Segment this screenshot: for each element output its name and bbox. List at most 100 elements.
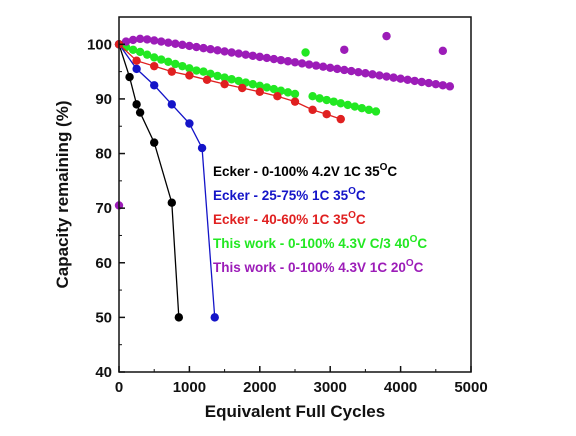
data-point [199,43,208,53]
data-point [445,82,455,91]
legend-entry: This work - 0-100% 4.3V C/3 40OC [213,234,427,251]
legend-degree: O [348,210,356,221]
data-point [364,105,374,115]
data-point [350,102,360,111]
data-point [290,58,300,67]
data-point [197,143,207,153]
data-point [396,74,405,83]
x-tick-label: 3000 [314,379,347,396]
data-point [375,71,384,80]
data-point [382,72,391,81]
data-point [273,91,282,101]
x-tick-label: 5000 [454,379,487,396]
data-point [135,47,145,57]
data-point [333,64,342,74]
data-point [438,81,448,90]
legend-unit: C [417,236,427,251]
data-marks [114,31,455,322]
legend-label: This work - 0-100% 4.3V C/3 40 [213,236,410,251]
data-point [227,75,236,84]
data-point [167,198,176,207]
data-point [382,31,391,41]
data-point [220,79,229,89]
data-point [125,72,134,82]
data-point [340,45,349,54]
data-point [150,81,159,90]
data-point [357,104,367,113]
data-point [220,47,229,56]
y-axis-title: Capacity remaining (%) [53,101,72,289]
data-point [171,59,180,69]
data-point [167,67,176,76]
legend-degree: O [380,162,388,173]
data-point [269,84,279,94]
legend-degree: O [406,258,414,269]
y-tick-label: 40 [95,364,112,381]
data-point [178,61,187,71]
legend-unit: C [356,212,366,227]
data-point [368,70,377,79]
data-point [297,59,307,68]
x-axis-title: Equivalent Full Cycles [205,402,385,421]
data-point [234,49,243,58]
data-point [157,55,166,64]
data-point [329,97,338,106]
data-point [192,66,201,75]
data-point [262,53,272,63]
legend-unit: C [414,260,424,275]
data-point [336,99,345,108]
data-point [301,48,310,57]
data-point [315,94,324,103]
data-point [322,110,331,119]
data-point [213,71,222,81]
data-point [241,50,250,59]
data-point [354,67,363,77]
data-point [185,119,194,128]
data-point [431,79,440,89]
data-point [164,38,173,47]
data-point [206,45,215,54]
series-4 [114,31,455,210]
y-tick-label: 80 [95,146,112,163]
data-point [308,105,317,115]
legend-degree: O [410,234,418,245]
y-tick-label: 50 [95,309,112,326]
data-point [132,56,141,65]
x-tick-label: 0 [115,379,123,396]
data-point [132,100,141,109]
data-point [202,75,212,85]
data-point [185,64,194,73]
data-point [199,67,208,76]
data-point [255,87,264,97]
data-point [417,77,426,87]
legend-entry: Ecker - 25-75% 1C 35OC [213,186,366,203]
data-point [371,107,381,116]
data-point [283,57,293,66]
data-point [262,83,272,92]
axes: 0 1000 2000 3000 4000 5000 40 50 60 70 80 90 100 [87,36,488,396]
data-point [213,46,222,55]
data-point [311,61,321,70]
legend-unit: C [356,188,366,203]
legend-entry: Ecker - 0-100% 4.2V 1C 35OC [213,162,397,179]
series-3 [121,42,381,116]
data-point [178,40,187,50]
legend-label: This work - 0-100% 4.3V 1C 20 [213,260,406,275]
data-point [132,64,141,74]
data-point [220,73,229,82]
legend-entry: This work - 0-100% 4.3V 1C 20OC [213,258,424,275]
legend: Ecker - 0-100% 4.2V 1C 35OC Ecker - 25-75… [213,162,427,275]
data-point [318,62,328,71]
data-point [192,42,201,52]
y-tick-label: 60 [95,255,112,272]
data-point [389,73,398,82]
data-point [290,97,300,106]
data-point [304,60,314,69]
data-point [185,71,194,80]
legend-degree: O [348,186,356,197]
data-point [238,83,247,93]
data-point [438,46,448,56]
data-point [269,54,279,64]
y-tick-label: 90 [95,91,112,108]
